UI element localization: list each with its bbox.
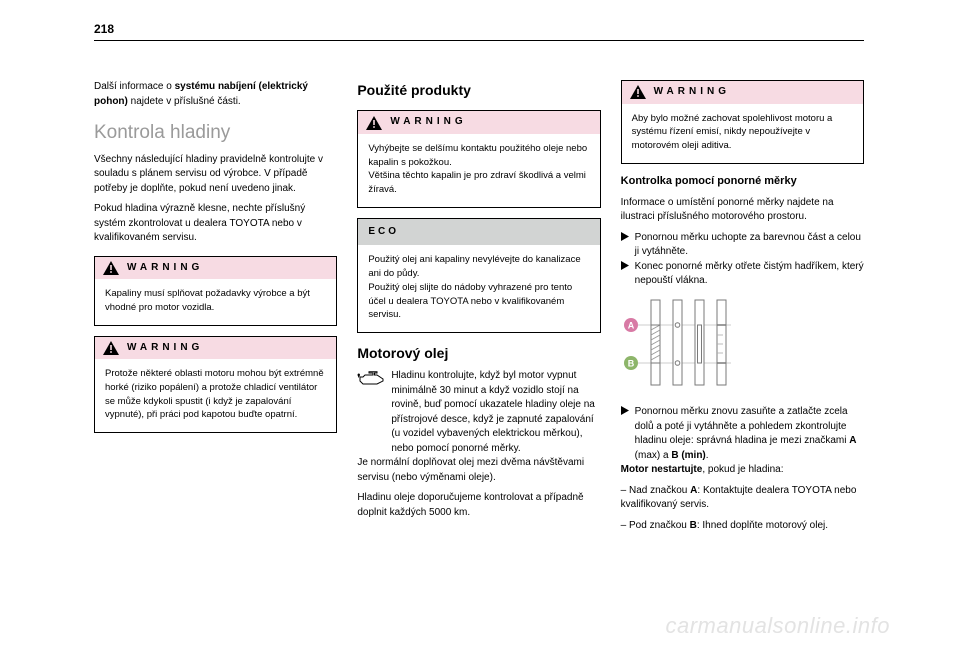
bullet-1-text: Ponornou měrku uchopte za barevnou část … [635,231,864,260]
warning-box-3-body: Vyhýbejte se delšímu kontaktu použitého … [358,134,599,207]
dash1-prefix: – Nad značkou [621,485,691,496]
bullet-3: Ponornou měrku znovu zasuňte a zatlačte … [621,405,864,463]
col2-after1: Je normální doplňovat olej mezi dvěma ná… [357,456,600,485]
warning-box-2-header: WARNING [95,337,336,360]
column-2: Použité produkty WARNING Vyhýbejte se de… [357,80,600,539]
eco-box: ECO Použitý olej ani kapaliny nevylévejt… [357,218,600,333]
label-a: A [849,435,856,446]
warning-box-4: WARNING Aby bylo možné zachovat spolehli… [621,80,864,164]
dash2-bold: B [690,520,697,531]
no-start-rest: , pokud je hladina: [702,464,783,475]
intro-prefix: Další informace o [94,81,175,92]
warning-box-1-body: Kapaliny musí splňovat požadavky výrobce… [95,279,336,325]
col1-para2: Pokud hladina výrazně klesne, nechte pří… [94,202,337,246]
dash2-prefix: – Pod značkou [621,520,690,531]
col2-after2: Hladinu oleje doporučujeme kontrolovat a… [357,491,600,520]
warning-box-3-header: WARNING [358,111,599,134]
warning-box-2-body: Protože některé oblasti motoru mohou být… [95,359,336,432]
no-start-bold: Motor nestartujte [621,464,703,475]
oil-paragraph-text: Hladinu kontrolujte, když byl motor vypn… [391,369,600,456]
eco-box-header: ECO [358,219,599,246]
heading-kontrola-hladiny: Kontrola hladiny [94,119,337,147]
warning-box-4-label: WARNING [654,85,730,100]
warning-triangle-icon [630,85,646,99]
no-start-line: Motor nestartujte, pokud je hladina: [621,463,864,478]
column-1: Další informace o systému nabíjení (elek… [94,80,337,539]
bullet-1: Ponornou měrku uchopte za barevnou část … [621,231,864,260]
warning-box-3-label: WARNING [390,115,466,130]
col1-para1: Všechny následující hladiny pravidelně k… [94,153,337,197]
warning-box-2: WARNING Protože některé oblasti motoru m… [94,336,337,434]
bullet-2-text: Konec ponorné měrky otřete čistým hadřík… [635,260,864,289]
warning-triangle-icon [366,116,382,130]
eco-box-body: Použitý olej ani kapaliny nevylévejte do… [358,245,599,332]
warning-box-4-header: WARNING [622,81,863,104]
warning-box-1-label: WARNING [127,261,203,276]
oil-can-icon [357,369,385,393]
bullet-triangle-icon [621,261,629,289]
oil-paragraph: Hladinu kontrolujte, když byl motor vypn… [357,369,600,456]
intro-paragraph: Další informace o systému nabíjení (elek… [94,80,337,109]
bullet-triangle-icon [621,232,629,260]
watermark: carmanualsonline.info [665,613,890,639]
heading-motorovy-olej: Motorový olej [357,343,600,363]
dash2-suffix: : Ihned doplňte motorový olej. [697,520,828,531]
warning-box-4-body: Aby bylo možné zachovat spolehlivost mot… [622,104,863,163]
eco-box-label: ECO [368,225,399,240]
intro-suffix: najdete v příslušné části. [128,96,241,107]
bullet3-part3: . [706,450,709,461]
bullet-3-text: Ponornou měrku znovu zasuňte a zatlačte … [635,405,864,463]
dipstick-diagram: A B [621,295,864,396]
svg-text:B: B [627,358,634,368]
warning-box-3: WARNING Vyhýbejte se delšímu kontaktu po… [357,110,600,208]
heading-kontrolka-merky: Kontrolka pomocí ponorné měrky [621,174,864,190]
warning-box-1: WARNING Kapaliny musí splňovat požadavky… [94,256,337,326]
bullet-triangle-icon [621,406,629,463]
bullet3-part2: (max) a [635,450,672,461]
label-b: B (min) [671,450,705,461]
warning-triangle-icon [103,341,119,355]
page-number: 218 [94,22,114,36]
warning-triangle-icon [103,261,119,275]
bullet3-part1: Ponornou měrku znovu zasuňte a zatlačte … [635,406,850,446]
content-columns: Další informace o systému nabíjení (elek… [94,80,864,539]
top-horizontal-rule [94,40,864,41]
bullet-2: Konec ponorné měrky otřete čistým hadřík… [621,260,864,289]
warning-box-1-header: WARNING [95,257,336,280]
svg-text:A: A [627,320,634,330]
dash-2: – Pod značkou B: Ihned doplňte motorový … [621,519,864,534]
col3-p1: Informace o umístění ponorné měrky najde… [621,196,864,225]
dash-1: – Nad značkou A: Kontaktujte dealera TOY… [621,484,864,513]
column-3: WARNING Aby bylo možné zachovat spolehli… [621,80,864,539]
heading-pouzite-produkty: Použité produkty [357,80,600,100]
warning-box-2-label: WARNING [127,341,203,356]
